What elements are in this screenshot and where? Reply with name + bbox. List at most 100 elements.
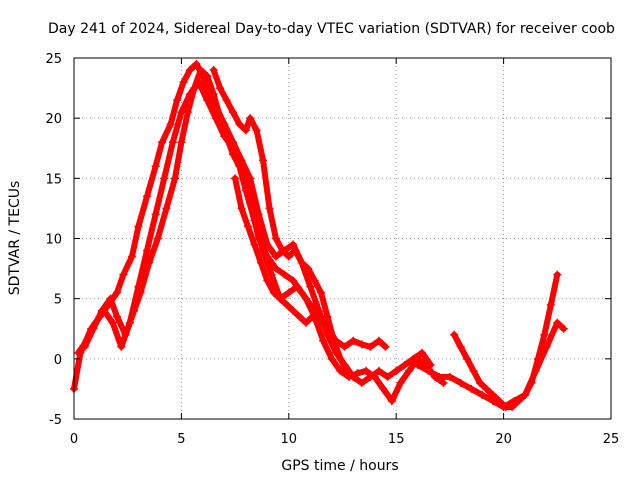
data-point <box>456 378 465 387</box>
data-point <box>295 312 304 321</box>
data-point <box>540 330 549 339</box>
data-point <box>263 240 272 249</box>
data-point <box>276 294 285 303</box>
data-point <box>143 192 152 201</box>
data-point <box>278 246 287 255</box>
data-point <box>196 66 205 75</box>
data-point <box>259 246 268 255</box>
data-point <box>521 390 530 399</box>
data-point <box>426 360 435 369</box>
data-point <box>162 204 171 213</box>
data-point <box>185 90 194 99</box>
data-point <box>100 306 109 315</box>
data-point <box>435 372 444 381</box>
data-point <box>166 120 175 129</box>
data-point <box>469 366 478 375</box>
data-point <box>246 114 255 123</box>
data-point <box>280 270 289 279</box>
data-point <box>467 384 476 393</box>
data-point <box>297 258 306 267</box>
data-point <box>243 222 252 231</box>
data-point <box>160 174 169 183</box>
data-point <box>289 276 298 285</box>
data-point <box>228 108 237 117</box>
series-track-4 <box>209 66 358 381</box>
series-band <box>75 79 434 386</box>
data-point <box>478 390 487 399</box>
data-point <box>340 342 349 351</box>
data-point <box>456 342 465 351</box>
data-point <box>203 72 212 81</box>
data-point <box>271 264 280 273</box>
data-point <box>323 312 332 321</box>
series-track-6 <box>450 270 562 411</box>
data-point <box>237 204 246 213</box>
data-point <box>379 384 388 393</box>
data-point <box>381 342 390 351</box>
data-point <box>259 156 268 165</box>
data-point <box>553 270 562 279</box>
data-point <box>254 210 263 219</box>
data-point <box>409 354 418 363</box>
data-point <box>319 336 328 345</box>
data-point <box>241 126 250 135</box>
data-point <box>119 270 128 279</box>
data-point <box>151 210 160 219</box>
x-axis-label: GPS time / hours <box>281 458 398 474</box>
data-point <box>143 246 152 255</box>
data-point <box>553 318 562 327</box>
data-point <box>301 318 310 327</box>
data-point <box>405 366 414 375</box>
data-point <box>216 84 225 93</box>
data-point <box>306 282 315 291</box>
data-point <box>375 336 384 345</box>
data-point <box>308 312 317 321</box>
data-point <box>267 270 276 279</box>
x-tick-label: 20 <box>495 432 512 447</box>
data-point <box>222 96 231 105</box>
data-point <box>289 306 298 315</box>
data-point <box>125 318 134 327</box>
data-point <box>400 360 409 369</box>
y-tick-label: -5 <box>49 413 62 428</box>
data-point <box>366 372 375 381</box>
y-tick-label: 0 <box>54 353 62 368</box>
x-tick-label: 5 <box>177 432 185 447</box>
data-point <box>134 282 143 291</box>
data-point <box>269 288 278 297</box>
series-band <box>210 67 357 380</box>
data-point <box>173 96 182 105</box>
data-point <box>82 336 91 345</box>
data-point <box>256 258 265 267</box>
data-point <box>546 300 555 309</box>
data-series <box>70 60 568 411</box>
data-point <box>353 369 362 378</box>
data-point <box>366 342 375 351</box>
data-point <box>510 396 519 405</box>
data-point <box>192 60 201 69</box>
y-tick-label: 25 <box>45 52 62 67</box>
data-point <box>246 174 255 183</box>
data-point <box>168 138 177 147</box>
x-tick-label: 25 <box>603 432 620 447</box>
data-point <box>250 240 259 249</box>
series-track-2 <box>80 66 448 405</box>
data-point <box>417 348 426 357</box>
data-point <box>209 66 218 75</box>
y-tick-label: 5 <box>54 293 62 308</box>
data-point <box>158 138 167 147</box>
data-point <box>185 66 194 75</box>
data-point <box>445 372 454 381</box>
data-point <box>475 378 484 387</box>
data-point <box>282 300 291 309</box>
data-point <box>284 252 293 261</box>
data-point <box>108 318 117 327</box>
data-point <box>106 294 115 303</box>
data-point <box>499 402 508 411</box>
data-point <box>284 288 293 297</box>
data-point <box>271 252 280 261</box>
y-axis-label: SDTVAR / TECUs <box>7 181 23 296</box>
data-point <box>450 330 459 339</box>
data-point <box>488 396 497 405</box>
